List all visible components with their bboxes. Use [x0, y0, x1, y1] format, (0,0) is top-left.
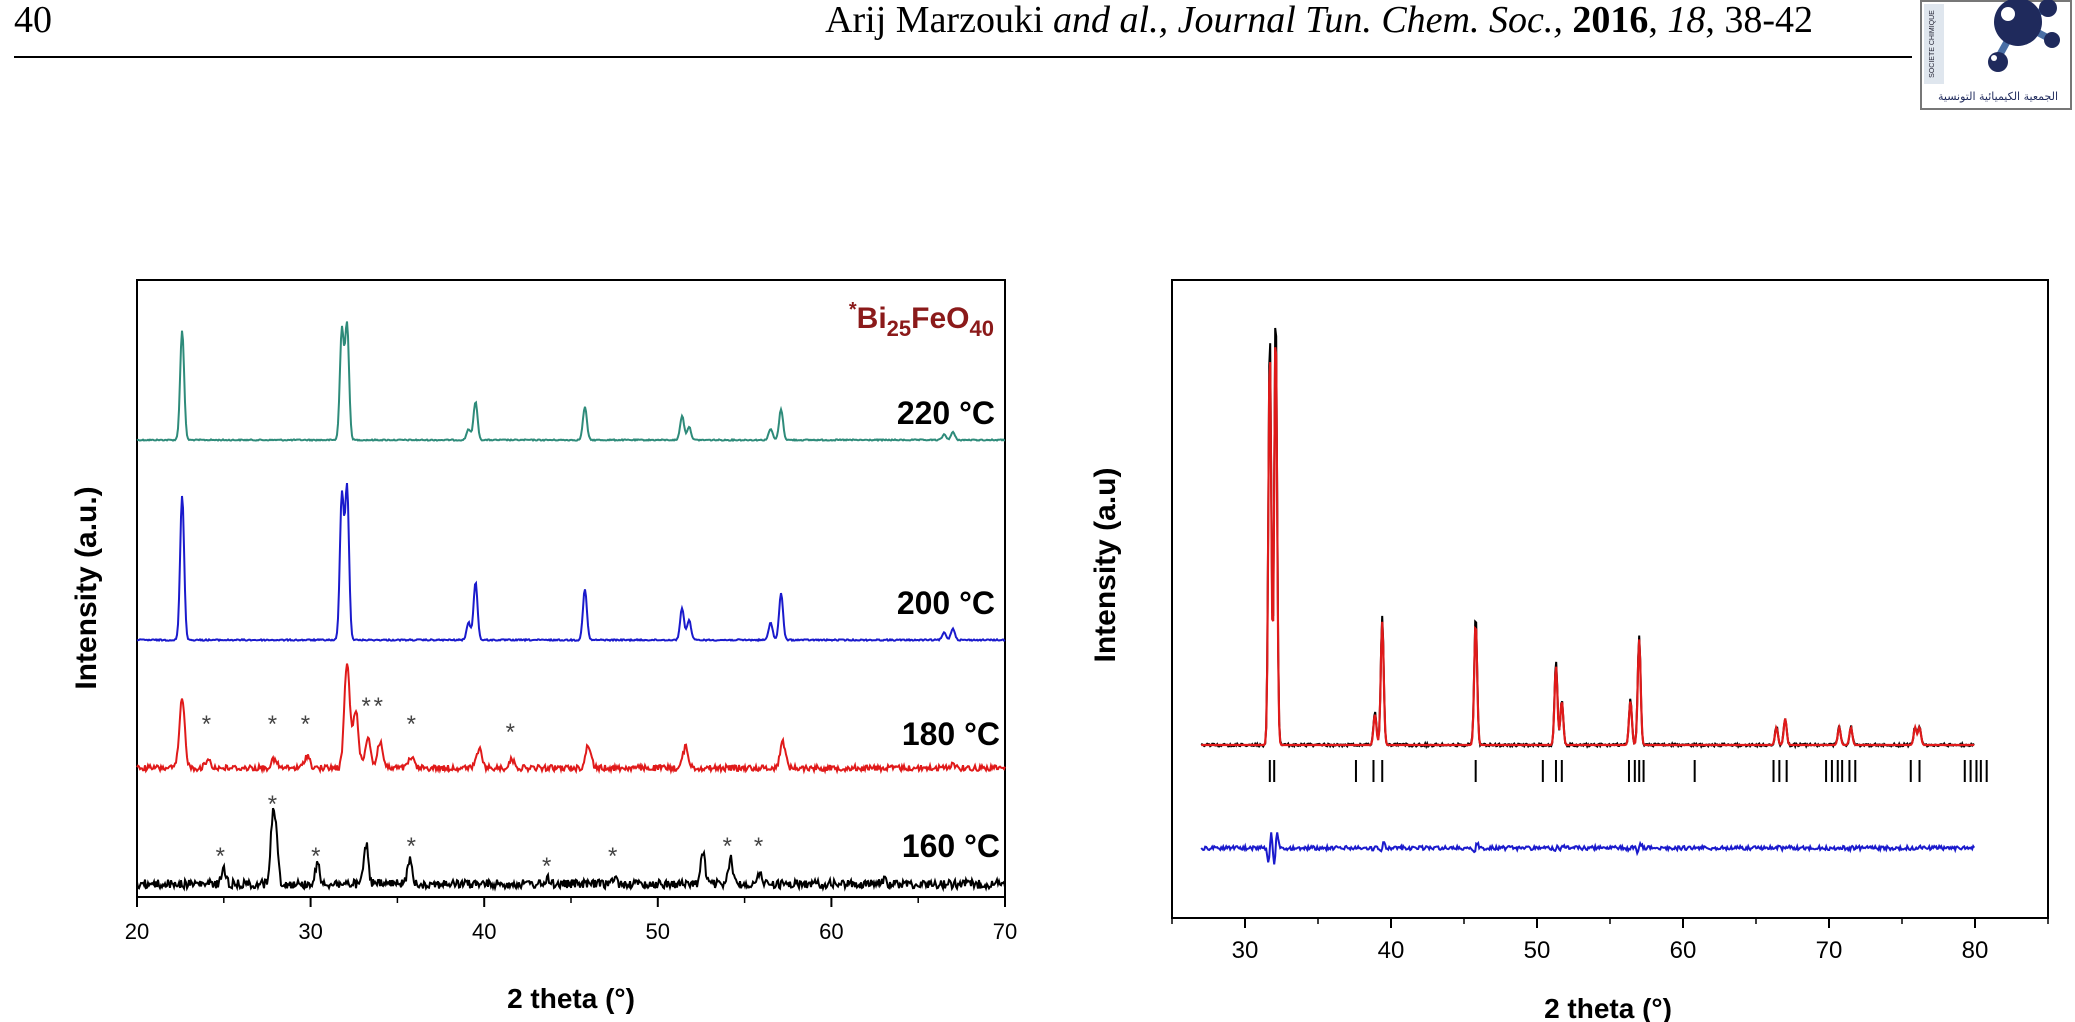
right-x-tick-label: 80	[1962, 937, 1989, 964]
left-star-marker: *	[723, 833, 732, 860]
right-x-axis-label: 2 theta (°)	[1544, 993, 1672, 1022]
citation-volume: 18	[1667, 0, 1706, 41]
left-series-label: 180 °C	[902, 716, 1000, 752]
annotation-sub-40: 40	[970, 316, 994, 341]
left-star-marker: *	[301, 711, 310, 738]
right-x-tick-label: 70	[1816, 937, 1843, 964]
society-logo: SOCIETE CHIMIQUE الجمعية الكيميائية التو…	[1920, 0, 2072, 110]
left-star-marker: *	[216, 843, 225, 870]
citation-journal: and al., Journal Tun. Chem. Soc.,	[1053, 0, 1563, 41]
citation-pages: , 38-42	[1705, 0, 1813, 41]
left-series-line	[136, 483, 1006, 643]
left-star-marker: *	[608, 843, 617, 870]
left-series-label: 160 °C	[902, 828, 1000, 864]
right-plot-frame	[1171, 279, 2049, 919]
left-x-axis-label: 2 theta (°)	[507, 983, 635, 1014]
left-star-markers: * * ** ** **** ** * * *	[202, 693, 763, 880]
left-star-marker: *	[374, 693, 383, 720]
left-series-labels: 220 °C 200 °C 180 °C 160 °C	[897, 395, 1000, 864]
left-x-ticks: 20 30 40 50 60 70	[125, 897, 1017, 944]
right-bragg-markers	[1268, 760, 1988, 782]
right-calculated-line	[1201, 347, 1975, 747]
left-x-tick-label: 60	[819, 919, 843, 944]
left-x-tick-label: 30	[298, 919, 322, 944]
logo-arabic-text: الجمعية الكيميائية التونسية	[1938, 90, 2058, 103]
right-difference-line	[1200, 832, 1976, 865]
right-y-axis-label: Intensity (a.u)	[1089, 467, 1122, 662]
left-star-marker: *	[268, 711, 277, 738]
left-annotation-formula: *Bi25FeO40	[849, 299, 994, 341]
left-series-label: 200 °C	[897, 585, 995, 621]
left-x-tick-label: 20	[125, 919, 149, 944]
left-star-marker: *	[311, 843, 320, 870]
left-series-line	[136, 321, 1006, 443]
left-star-marker: *	[202, 711, 211, 738]
annotation-sub-25: 25	[887, 316, 911, 341]
right-series-group	[1200, 327, 1976, 865]
annotation-star: *	[849, 299, 857, 321]
header-rule	[14, 56, 1912, 58]
left-star-marker: *	[407, 711, 416, 738]
left-star-marker: *	[268, 791, 277, 818]
right-x-ticks: 30 40 50 60 70 80	[1171, 918, 2049, 964]
annotation-bi: Bi	[857, 302, 887, 335]
left-star-marker: *	[506, 719, 515, 746]
left-x-tick-label: 40	[472, 919, 496, 944]
right-x-tick-label: 50	[1524, 937, 1551, 964]
left-star-marker: *	[542, 853, 551, 880]
left-series-group	[136, 321, 1006, 893]
right-chart: 30 40 50 60 70 80 2 theta (°) Intensity (a.u)	[1089, 279, 2049, 1022]
right-x-tick-label: 30	[1232, 937, 1259, 964]
right-observed-line	[1200, 327, 1975, 750]
logo-side-text: SOCIETE CHIMIQUE	[1929, 10, 1936, 78]
left-x-tick-label: 50	[646, 919, 670, 944]
right-x-tick-label: 40	[1378, 937, 1405, 964]
left-y-axis-label: Intensity (a.u.)	[70, 486, 103, 689]
left-star-marker: *	[407, 833, 416, 860]
annotation-feo: FeO	[911, 302, 969, 335]
left-series-label: 220 °C	[897, 395, 995, 431]
left-star-marker: *	[361, 693, 370, 720]
left-series-line	[136, 807, 1006, 893]
right-x-tick-label: 60	[1670, 937, 1697, 964]
left-series-line	[136, 663, 1006, 775]
page-number: 40	[14, 0, 52, 41]
citation: Arij Marzouki and al., Journal Tun. Chem…	[825, 0, 1813, 41]
citation-author: Arij Marzouki	[825, 0, 1054, 41]
left-star-marker: *	[754, 833, 763, 860]
citation-year: 2016	[1572, 0, 1649, 41]
left-x-tick-label: 70	[993, 919, 1017, 944]
